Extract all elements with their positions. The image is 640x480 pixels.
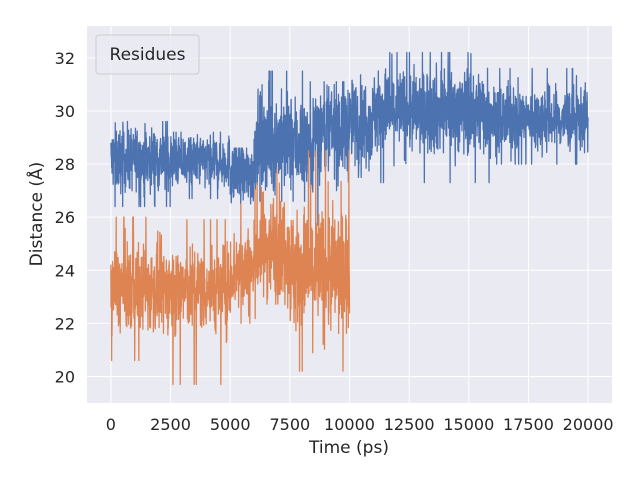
- x-tick-label: 2500: [150, 415, 191, 434]
- x-axis-label: Time (ps): [308, 438, 389, 458]
- legend-box: [95, 34, 200, 75]
- x-tick-label: 15000: [443, 415, 494, 434]
- x-tick-label: 12500: [384, 415, 435, 434]
- x-tick-labels: 0 2500 5000 7500 10000 12500 15000 17500 20000: [106, 415, 614, 434]
- x-tick-label: 7500: [269, 415, 310, 434]
- y-axis-label: Distance (Å): [25, 162, 47, 267]
- y-tick-label: 28: [55, 155, 75, 174]
- x-tick-label: 17500: [503, 415, 554, 434]
- y-tick-label: 22: [55, 314, 75, 333]
- x-tick-label: 0: [106, 415, 116, 434]
- y-tick-label: 24: [55, 261, 75, 280]
- x-tick-label: 20000: [563, 415, 614, 434]
- y-tick-label: 30: [55, 102, 75, 121]
- y-tick-label: 26: [55, 208, 75, 227]
- series-lines: [110, 51, 589, 386]
- y-tick-label: 20: [55, 367, 75, 386]
- x-tick-label: 10000: [324, 415, 375, 434]
- y-tick-labels: 20 22 24 26 28 30 32: [55, 49, 75, 387]
- y-tick-label: 32: [55, 49, 75, 68]
- x-tick-label: 5000: [210, 415, 251, 434]
- legend: Residues: [95, 34, 200, 75]
- legend-title: Residues: [110, 45, 186, 65]
- series-line-2: [110, 150, 351, 386]
- series-line-1: [110, 51, 589, 226]
